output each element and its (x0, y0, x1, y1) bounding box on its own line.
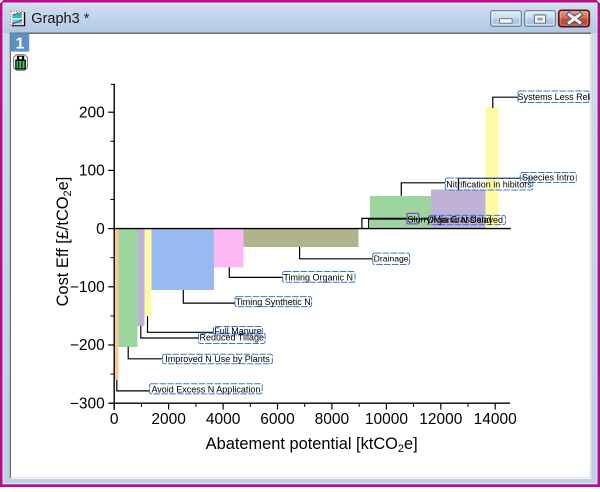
svg-text:0: 0 (110, 411, 119, 428)
svg-text:Systems Less Rel: Systems Less Rel (518, 92, 590, 102)
svg-text:Reduced Tillage: Reduced Tillage (200, 333, 265, 343)
svg-text:2000: 2000 (151, 411, 186, 428)
svg-text:Improved N Use by Plants: Improved N Use by Plants (165, 354, 270, 364)
svg-text:Species Intro: Species Intro (522, 172, 575, 182)
svg-text:−200: −200 (70, 337, 105, 354)
svg-text:4000: 4000 (206, 411, 241, 428)
svg-text:14000: 14000 (474, 411, 517, 428)
svg-text:Graph3 *: Graph3 * (31, 11, 89, 27)
svg-text:−100: −100 (70, 279, 105, 296)
svg-text:6000: 6000 (260, 411, 295, 428)
svg-text:8000: 8000 (315, 411, 350, 428)
svg-text:Full Manure: Full Manure (214, 326, 262, 336)
svg-text:Nitrification in hibitors: Nitrification in hibitors (446, 180, 532, 190)
svg-text:−300: −300 (70, 395, 105, 412)
svg-text:100: 100 (79, 163, 105, 180)
svg-text:Timing Synthetic N: Timing Synthetic N (236, 297, 311, 307)
svg-text:Slurry/Min Grassland: Slurry/Min Grassland (408, 214, 492, 224)
svg-text:0: 0 (96, 221, 105, 238)
svg-text:Abatement potential [ktCO2e]: Abatement potential [ktCO2e] (206, 435, 418, 455)
svg-text:Cost Eff [£/tCO2e]: Cost Eff [£/tCO2e] (54, 177, 74, 307)
svg-text:Timing Organic N: Timing Organic N (283, 273, 353, 283)
svg-text:10000: 10000 (365, 411, 408, 428)
svg-text:Avoid Excess N Application: Avoid Excess N Application (151, 384, 260, 394)
svg-text:1: 1 (16, 36, 25, 53)
svg-text:12000: 12000 (419, 411, 462, 428)
svg-text:Drainage: Drainage (374, 254, 409, 264)
svg-text:200: 200 (79, 104, 105, 121)
svg-text:Organic N Delayed: Organic N Delayed (427, 215, 503, 225)
